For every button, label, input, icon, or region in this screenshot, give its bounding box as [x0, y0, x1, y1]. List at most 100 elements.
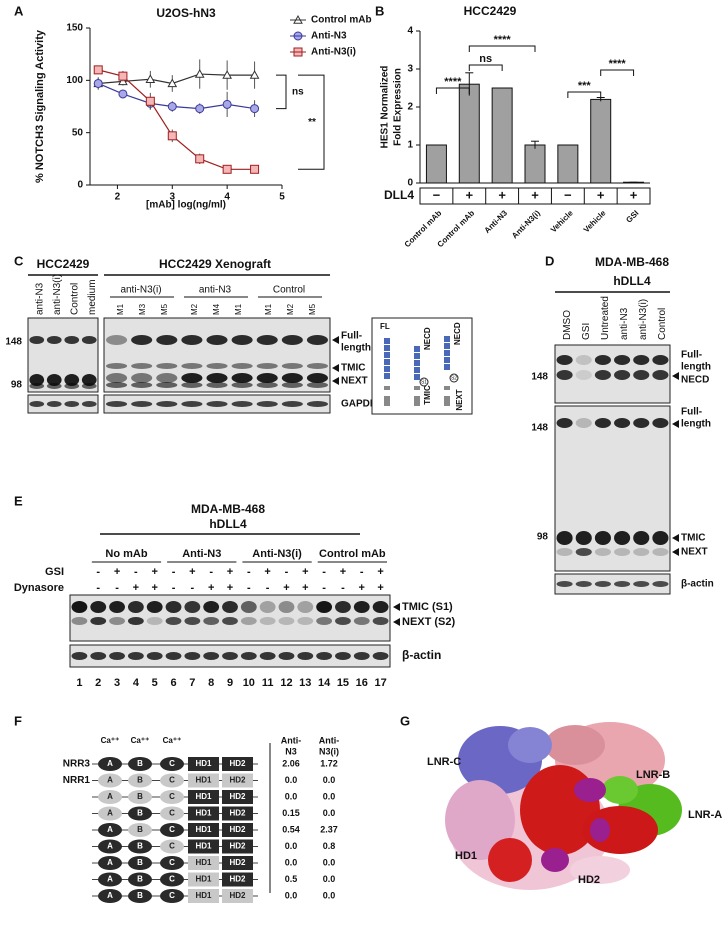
blot-band	[353, 652, 370, 660]
blot-band	[64, 383, 80, 389]
label: TMIC	[681, 533, 705, 544]
x-tick-label: 4	[224, 192, 230, 203]
blot-band	[184, 617, 201, 625]
domain-label: B	[137, 776, 143, 785]
cell: 0.0	[323, 857, 336, 867]
bracket	[435, 87, 470, 94]
label: Full-	[341, 331, 362, 342]
domain	[188, 823, 219, 837]
blot-band	[106, 335, 128, 345]
domain	[188, 872, 219, 887]
lane-number: 7	[189, 677, 195, 689]
significance: ****	[494, 34, 512, 46]
blot-band	[556, 581, 573, 587]
y-tick-label: 0	[407, 178, 413, 189]
domain	[128, 773, 152, 788]
blot-band	[203, 617, 220, 625]
data-point	[118, 89, 128, 99]
blot-band	[184, 652, 201, 660]
domain	[384, 373, 390, 379]
label: +	[208, 582, 214, 594]
bar	[524, 144, 546, 184]
label: +	[151, 582, 157, 594]
blot	[554, 573, 671, 595]
label: hDLL4	[209, 517, 247, 531]
y-axis-label: HES1 Normalized	[380, 66, 391, 149]
domain	[98, 823, 122, 837]
bar	[458, 83, 480, 184]
lane-label: Control	[69, 283, 80, 315]
tm	[414, 386, 420, 390]
domain	[444, 357, 450, 363]
significance: ****	[609, 58, 627, 70]
label: +	[359, 582, 365, 594]
blot-band	[281, 401, 303, 407]
blot-band	[81, 336, 97, 344]
blot-band	[556, 418, 573, 428]
domain	[384, 359, 390, 365]
cell: 0.0	[323, 791, 336, 801]
blot-band	[594, 531, 611, 545]
blot-band	[575, 548, 592, 556]
label: -	[247, 582, 251, 594]
blot-band	[633, 355, 650, 365]
domain-label: HD1	[195, 759, 212, 768]
row-label: DLL4	[384, 188, 414, 202]
blot-band	[281, 335, 303, 345]
lane-number: 15	[337, 677, 349, 689]
chart-title: HCC2429	[464, 4, 517, 18]
blot-band	[127, 601, 144, 613]
label: NEXT (S2)	[402, 616, 456, 628]
lane-number: 8	[208, 677, 214, 689]
bracket	[567, 91, 602, 98]
label: hDLL4	[613, 274, 651, 288]
blot-band	[109, 652, 125, 660]
blot-band	[64, 401, 80, 407]
y-tick-label: 3	[407, 64, 413, 75]
blot-band	[259, 601, 276, 613]
label: NECD	[453, 322, 462, 345]
blot-band	[306, 335, 328, 345]
domain-label: HD2	[229, 858, 246, 867]
surface	[590, 818, 610, 842]
cell: 2.37	[320, 824, 338, 834]
label: +	[302, 582, 308, 594]
lane-number: 11	[262, 677, 274, 689]
blot-band	[90, 617, 107, 625]
blot-band	[256, 373, 278, 383]
panel-letter: A	[14, 3, 24, 18]
blot-band	[281, 373, 303, 383]
blot-band	[206, 335, 228, 345]
domain	[98, 773, 122, 788]
blot-band	[184, 601, 201, 613]
blot-band	[71, 601, 88, 613]
domain-label: C	[169, 809, 175, 818]
label: +	[114, 566, 120, 578]
chart-title: U2OS-hN3	[156, 6, 216, 20]
lane-label: M1	[234, 303, 243, 315]
blot-band	[29, 374, 45, 386]
lane-label: M5	[160, 303, 169, 315]
x-tick-label: GSI	[624, 209, 640, 225]
label: 148	[531, 372, 548, 383]
domain-label: C	[169, 825, 175, 834]
blot-band	[306, 382, 328, 388]
arrowhead	[332, 377, 339, 385]
site	[419, 377, 429, 387]
label: HCC2429 Xenograft	[159, 257, 271, 271]
blot-band	[156, 401, 178, 407]
domain	[98, 872, 122, 887]
lane-label: M3	[138, 303, 147, 315]
row-value: −	[564, 187, 572, 202]
icd	[414, 396, 420, 406]
label: Ca⁺⁺	[101, 736, 120, 745]
blot-band	[556, 531, 573, 545]
blot-band	[652, 581, 669, 587]
lane-label: Control	[657, 308, 668, 340]
lane-number: 1	[76, 677, 82, 689]
blot	[27, 394, 99, 414]
label: β-actin	[402, 648, 441, 662]
mw-label: 98	[11, 380, 23, 391]
cell: 1.72	[320, 758, 338, 768]
